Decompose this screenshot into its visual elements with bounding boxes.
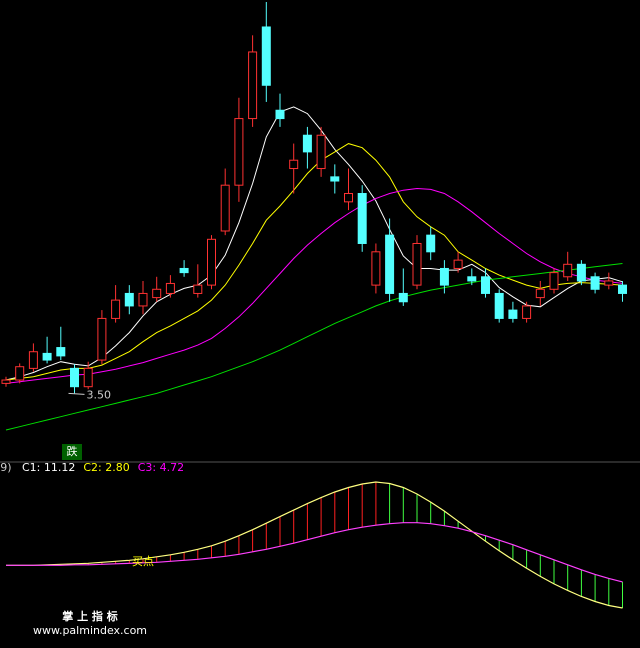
candle-body	[508, 309, 518, 319]
indicator-line	[6, 522, 623, 583]
candle-body	[248, 51, 258, 120]
low-label: 3.50	[87, 388, 112, 401]
candle-body	[549, 272, 559, 290]
candle-body	[522, 305, 532, 319]
candle-body	[467, 276, 477, 282]
candle-body	[111, 299, 121, 319]
candle-body	[357, 193, 367, 244]
candle-body	[56, 347, 66, 357]
watermark: 掌 上 指 标	[62, 609, 118, 623]
candle-body	[398, 292, 408, 303]
candle-body	[316, 134, 326, 170]
candle-body	[590, 276, 600, 290]
low-arrow	[68, 392, 85, 395]
candle-body	[604, 280, 614, 286]
candle-body	[453, 259, 463, 269]
indicator-label: C1: 11.12	[22, 461, 75, 474]
indicator-line	[6, 481, 623, 609]
candle-body	[15, 366, 25, 381]
candle-body	[618, 284, 627, 294]
candle-body	[207, 238, 216, 286]
candle-body	[302, 134, 312, 153]
candle-body	[179, 267, 189, 274]
candle-body	[220, 184, 230, 232]
indicator-title: (9)	[0, 461, 12, 474]
candle-body	[330, 176, 340, 182]
ma-line	[5, 143, 623, 381]
candle-body	[563, 263, 573, 278]
candle-body	[70, 367, 79, 388]
candle-body	[152, 288, 162, 299]
candle-body	[42, 352, 52, 361]
candle-body	[439, 267, 449, 286]
signal-box	[62, 444, 82, 460]
watermark-url: www.palmindex.com	[33, 624, 147, 637]
buy-label: 买点	[132, 555, 154, 568]
indicator-label: C2: 2.80	[83, 461, 129, 474]
candle-body	[193, 284, 203, 294]
candle-body	[481, 276, 490, 294]
candle-body	[83, 367, 93, 388]
candle-body	[426, 234, 436, 253]
indicator-label: C3: 4.72	[138, 461, 184, 474]
candle-body	[385, 234, 395, 294]
candle-body	[138, 292, 148, 307]
candle-body	[124, 292, 134, 307]
ma-line	[5, 106, 623, 381]
candle-body	[344, 193, 353, 203]
candle-body	[275, 109, 285, 120]
candle-body	[234, 118, 244, 186]
candle-body	[97, 317, 107, 361]
candle-body	[371, 251, 381, 286]
candle-body	[412, 242, 422, 286]
candle-body	[289, 159, 299, 170]
signal: 跌	[67, 444, 78, 458]
candle-body	[1, 379, 11, 384]
candle-body	[494, 292, 504, 319]
candle-body	[535, 288, 545, 299]
candle-body	[165, 282, 175, 294]
candle-body	[576, 263, 586, 282]
ma-line	[5, 187, 623, 384]
ma-line	[5, 263, 623, 431]
candle-body	[261, 26, 271, 86]
candle-body	[28, 351, 38, 369]
